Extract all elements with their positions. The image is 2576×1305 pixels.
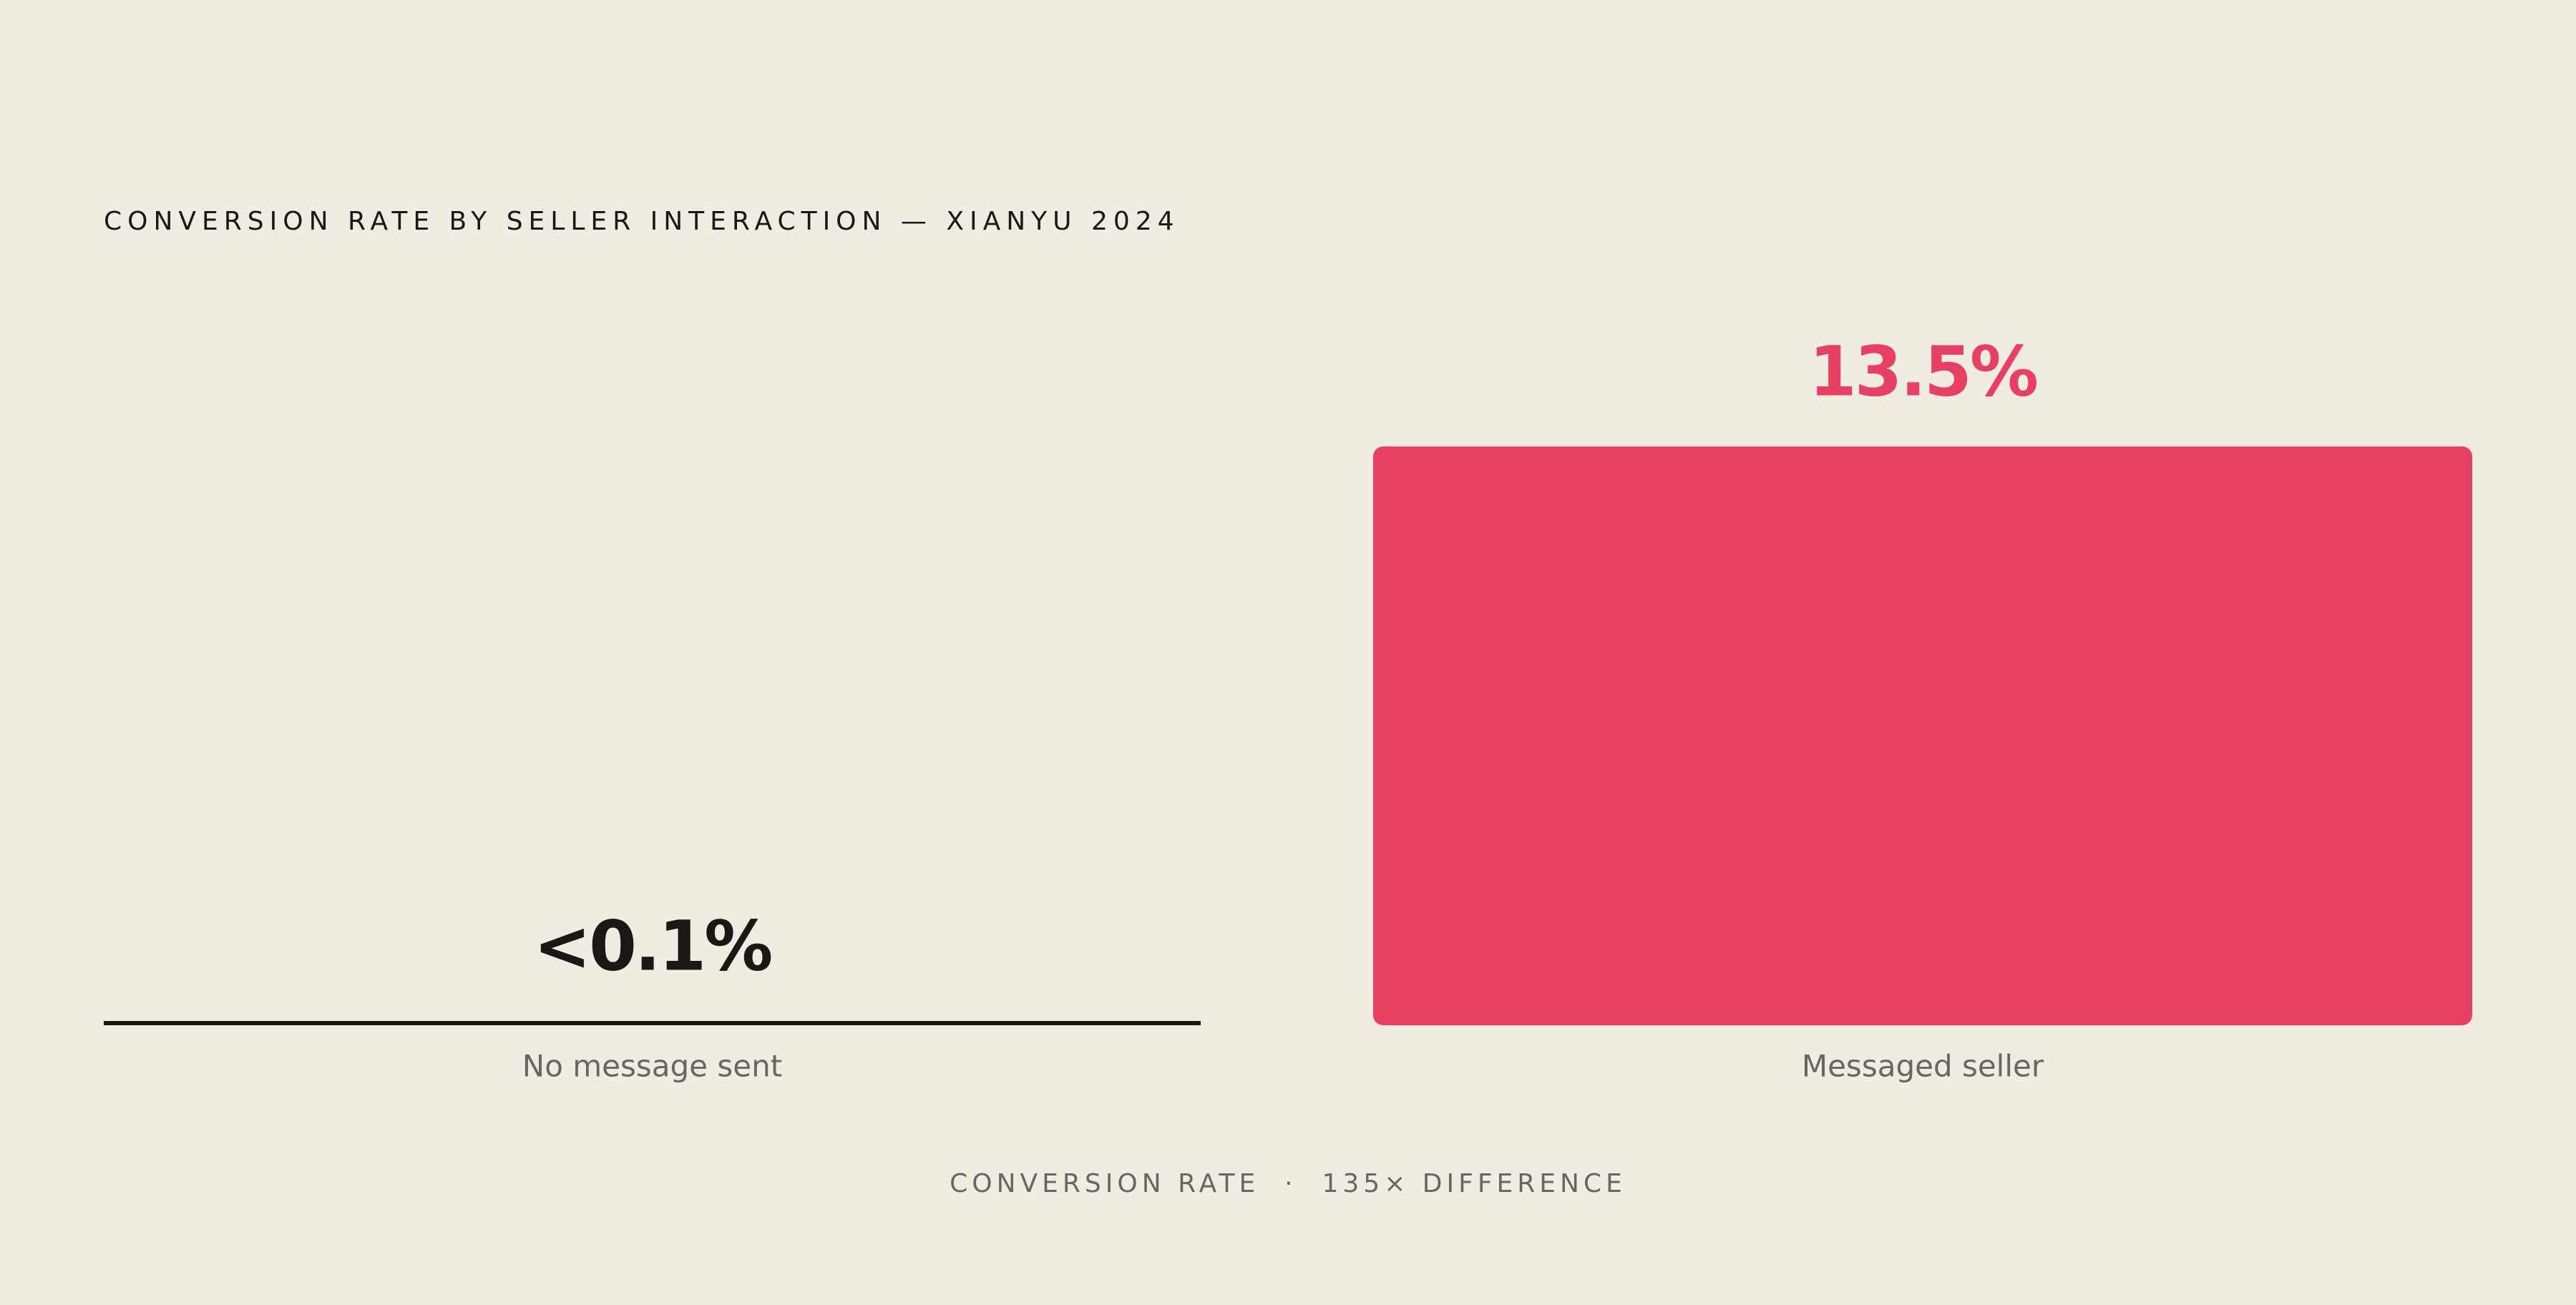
value-label: <0.1% [534, 906, 772, 986]
category-label: No message sent [522, 1049, 782, 1084]
chart-title: CONVERSION RATE BY SELLER INTERACTION — … [104, 207, 1180, 236]
bar [104, 1021, 1201, 1025]
value-label: 13.5% [1809, 331, 2037, 411]
footer: CONVERSION RATE · 135× DIFFERENCE [950, 1169, 1626, 1198]
category-label: Messaged seller [1802, 1049, 2044, 1084]
bar [1373, 446, 2472, 1025]
